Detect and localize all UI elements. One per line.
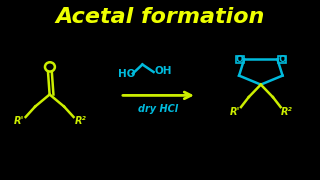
Text: dry HCl: dry HCl [138,104,179,114]
Text: O: O [278,55,286,64]
Text: R': R' [13,116,24,126]
FancyBboxPatch shape [278,56,286,63]
Text: R': R' [230,107,240,117]
Text: R²: R² [281,107,293,117]
FancyBboxPatch shape [236,56,244,63]
Text: OH: OH [155,66,172,75]
Text: O: O [236,55,244,64]
Text: HO: HO [118,69,136,78]
Text: Acetal formation: Acetal formation [55,6,265,26]
Text: R²: R² [75,116,86,126]
